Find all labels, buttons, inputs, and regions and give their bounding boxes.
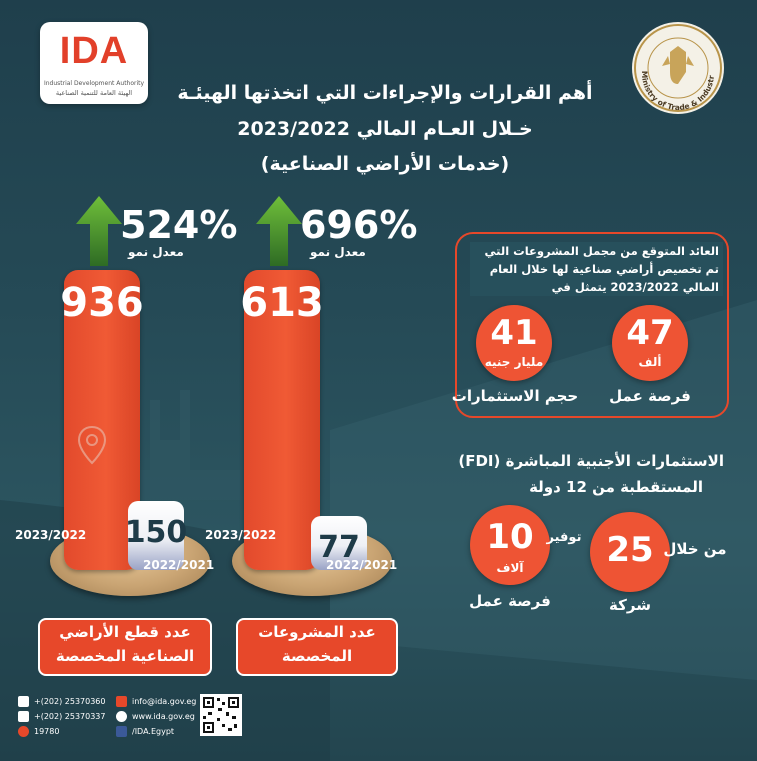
qr-code-icon — [200, 694, 242, 736]
plots-growth-arrow-icon — [76, 196, 122, 266]
returns-line-1: العائد المتوقع من مجمل المشروعات التي — [484, 244, 719, 258]
plots-year-2023: 2023/2022 — [15, 528, 87, 542]
printer-icon — [18, 711, 29, 722]
footer-hotline-text: 19780 — [34, 727, 60, 736]
fdi-line-1: الاستثمارات الأجنبية المباشرة (FDI) — [458, 452, 724, 470]
returns-text: العائد المتوقع من مجمل المشروعات التي تم… — [470, 242, 723, 296]
footer-contacts-right: info@ida.gov.eg www.ida.gov.eg /IDA.Egyp… — [116, 694, 196, 739]
projects-label-box: عدد المشروعات المخصصة — [236, 618, 398, 676]
facebook-icon — [116, 726, 127, 737]
plots-bar-2021: 150 — [125, 501, 187, 570]
title-line-2: خـلال العـام المالي 2023/2022 — [237, 118, 533, 140]
returns-jobs-label: فرصة عمل — [609, 387, 691, 405]
location-pin-icon — [77, 425, 107, 465]
fdi-companies-prefix: من خلال — [663, 540, 727, 558]
footer-facebook: /IDA.Egypt — [116, 724, 196, 739]
footer-website-text[interactable]: www.ida.gov.eg — [132, 712, 195, 721]
ida-logo-arabic: الهيئة العامة للتنمية الصناعية — [55, 89, 133, 97]
email-icon — [116, 696, 127, 707]
headset-icon — [18, 726, 29, 737]
projects-growth-percent: 696% — [300, 203, 418, 247]
plots-label-line-2: الصناعية المخصصة — [55, 647, 195, 665]
fdi-jobs-unit: آلاف — [496, 561, 524, 575]
plots-value-2023: 936 — [60, 280, 144, 326]
returns-jobs-circle: 47 ألف — [612, 305, 688, 381]
projects-growth-arrow-icon — [256, 196, 302, 266]
projects-bar-2021: 77 — [311, 516, 367, 570]
returns-jobs-unit: ألف — [638, 355, 662, 369]
footer-email-text[interactable]: info@ida.gov.eg — [132, 697, 197, 706]
plots-growth-percent: 524% — [120, 203, 238, 247]
projects-value-2023: 613 — [240, 280, 324, 326]
returns-invest-label: حجم الاستثمارات — [451, 387, 579, 405]
plots-growth-caption: معدل نمو — [128, 245, 184, 259]
fdi-line-2: المستقطبة من 12 دولة — [529, 478, 703, 496]
plots-value-2021: 150 — [124, 515, 188, 550]
title-line-3: (خدمات الأراضي الصناعية) — [260, 153, 510, 175]
globe-icon — [116, 711, 127, 722]
footer-facebook-text[interactable]: /IDA.Egypt — [132, 727, 175, 736]
projects-value-2021: 77 — [318, 530, 360, 565]
title-line-1: أهم القرارات والإجراءات التي اتخذتها اله… — [177, 82, 593, 104]
phone-icon — [18, 696, 29, 707]
footer-website: www.ida.gov.eg — [116, 709, 196, 724]
ida-logo: IDA Industrial Development Authority اله… — [40, 22, 148, 104]
ministry-seal-ring: Ministry of Trade & Industry — [632, 22, 722, 112]
returns-invest-value: 41 — [490, 313, 538, 353]
fdi-jobs-prefix: توفير — [546, 530, 582, 545]
projects-growth-caption: معدل نمو — [310, 245, 366, 259]
footer-fax-text: +(202) 25370337 — [34, 712, 106, 721]
footer-hotline: 19780 — [18, 724, 105, 739]
projects-label-line-2: المخصصة — [281, 647, 353, 665]
fdi-companies-circle: 25 — [590, 512, 670, 592]
plots-year-2021: 2022/2021 — [143, 558, 215, 572]
projects-year-2021: 2022/2021 — [326, 558, 398, 572]
footer-email: info@ida.gov.eg — [116, 694, 196, 709]
ministry-seal: Ministry of Trade & Industry — [632, 22, 724, 114]
ida-logo-english: Industrial Development Authority — [43, 80, 145, 87]
plots-bar-2023: 936 — [60, 270, 144, 570]
fdi-companies-value: 25 — [606, 530, 654, 570]
fdi-companies-label: شركة — [609, 596, 651, 614]
returns-invest-circle: 41 مليار جنيه — [476, 305, 552, 381]
footer-phone-text: +(202) 25370360 — [34, 697, 106, 706]
footer-contacts-left: +(202) 25370360 +(202) 25370337 19780 — [18, 694, 105, 739]
projects-label-line-1: عدد المشروعات — [258, 623, 376, 641]
projects-year-2023: 2023/2022 — [205, 528, 277, 542]
returns-invest-unit: مليار جنيه — [484, 355, 544, 369]
returns-box — [455, 232, 729, 418]
ida-logo-letters: IDA — [59, 30, 129, 72]
returns-line-2: تم تخصيص أراضي صناعية لها خلال العام — [489, 262, 719, 276]
fdi-jobs-label: فرصة عمل — [469, 592, 551, 610]
fdi-jobs-circle: 10 آلاف — [470, 505, 550, 585]
fdi-jobs-value: 10 — [486, 517, 534, 557]
projects-bar-2023: 613 — [240, 270, 324, 570]
returns-line-3: المالي 2023/2022 يتمثل في — [551, 280, 719, 294]
plots-label-box: عدد قطع الأراضي الصناعية المخصصة — [38, 618, 212, 676]
returns-jobs-value: 47 — [626, 313, 674, 353]
footer-phone: +(202) 25370360 — [18, 694, 105, 709]
footer-fax: +(202) 25370337 — [18, 709, 105, 724]
plots-label-line-1: عدد قطع الأراضي — [59, 623, 191, 641]
